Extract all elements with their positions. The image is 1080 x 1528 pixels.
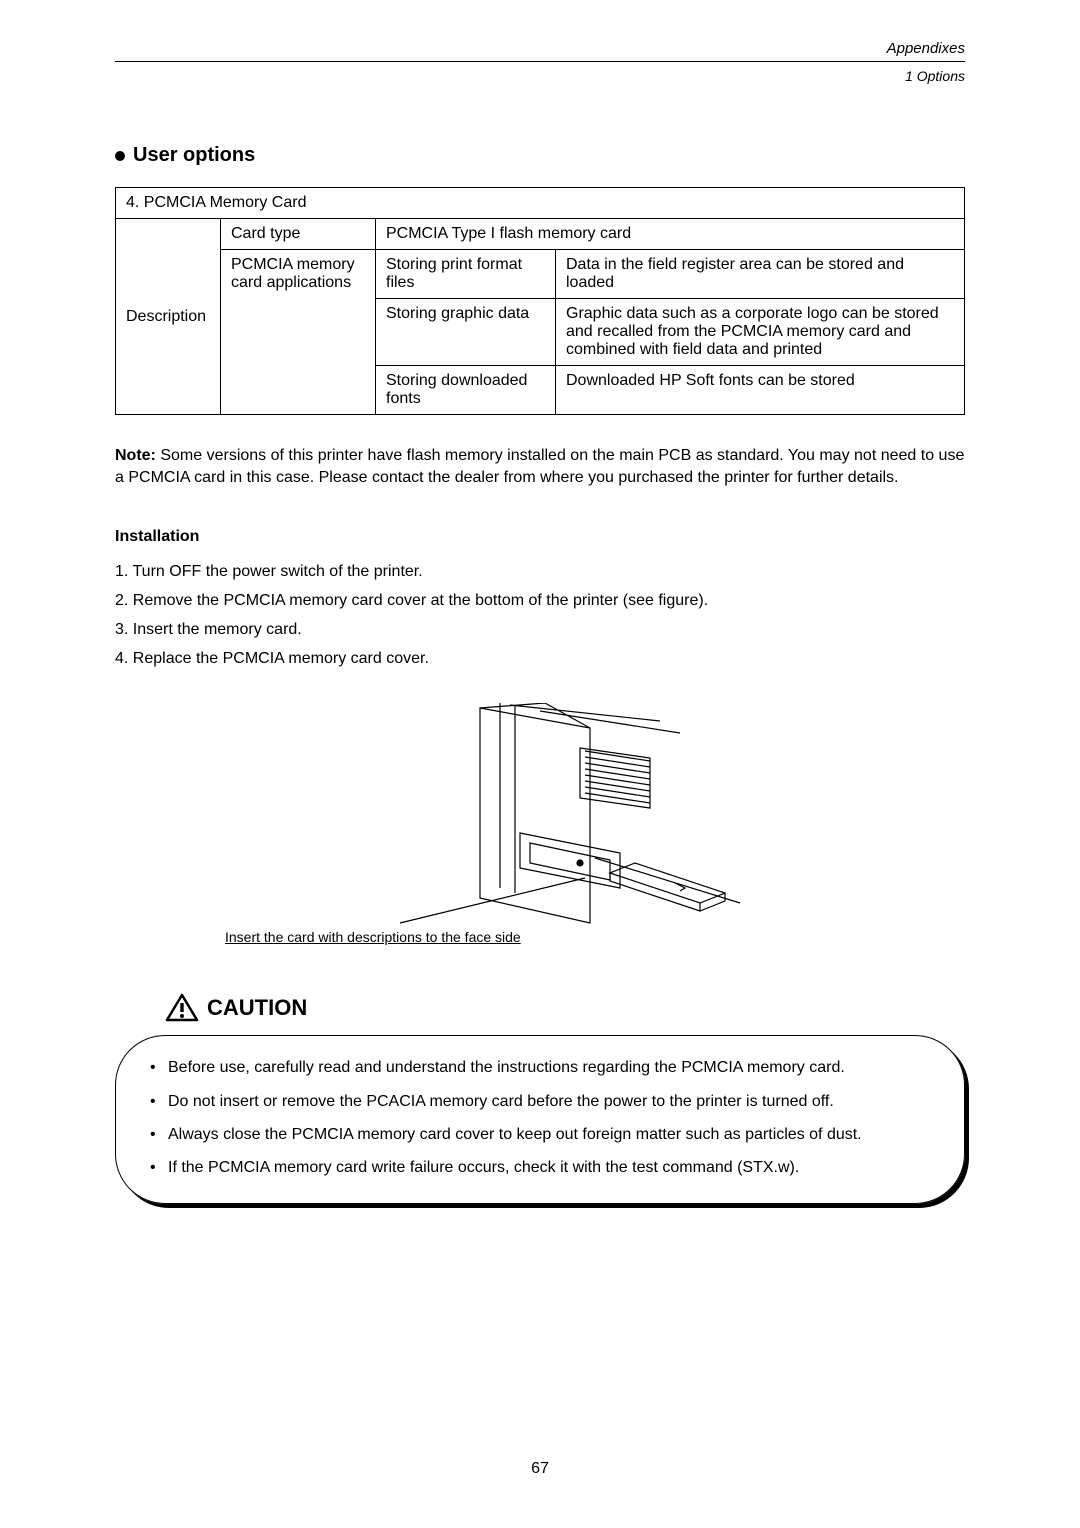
section-title-text: User options — [133, 144, 255, 166]
table-desc-label: Description — [116, 219, 221, 415]
caution-item-3: Always close the PCMCIA memory card cove… — [150, 1123, 936, 1146]
printer-diagram — [280, 703, 800, 953]
caution-item-2: Do not insert or remove the PCACIA memor… — [150, 1090, 936, 1113]
table-row-0-col1: Storing print format files — [376, 250, 556, 299]
table-title: 4. PCMCIA Memory Card — [116, 188, 965, 219]
header-section: 1 Options — [115, 68, 965, 84]
caution-header: CAUTION — [115, 993, 965, 1023]
installation-list: 1. Turn OFF the power switch of the prin… — [115, 558, 965, 673]
caution-label: CAUTION — [207, 995, 307, 1021]
page-number: 67 — [0, 1460, 1080, 1478]
table-row-0-col2: Data in the field register area can be s… — [556, 250, 965, 299]
note-label: Note: — [115, 447, 156, 464]
table-row-1-col2: Graphic data such as a corporate logo ca… — [556, 299, 965, 366]
caution-icon — [165, 993, 199, 1023]
install-step-4: 4. Replace the PCMCIA memory card cover. — [115, 645, 965, 674]
table-row-2-col1: Storing downloaded fonts — [376, 366, 556, 415]
apps-label: PCMCIA memory card applications — [221, 250, 376, 415]
table-row-2-col2: Downloaded HP Soft fonts can be stored — [556, 366, 965, 415]
figure-caption: Insert the card with descriptions to the… — [225, 929, 521, 945]
header-divider — [115, 61, 965, 62]
install-step-2: 2. Remove the PCMCIA memory card cover a… — [115, 587, 965, 616]
installation-heading: Installation — [115, 528, 965, 546]
caution-box: Before use, carefully read and understan… — [115, 1035, 965, 1204]
card-type-label: Card type — [221, 219, 376, 250]
figure-area: Insert the card with descriptions to the… — [115, 703, 965, 963]
note-text: Some versions of this printer have flash… — [115, 447, 964, 486]
section-title: User options — [115, 144, 965, 167]
install-step-3: 3. Insert the memory card. — [115, 616, 965, 645]
caution-list: Before use, carefully read and understan… — [150, 1056, 936, 1179]
table-row-1-col1: Storing graphic data — [376, 299, 556, 366]
bullet-icon — [115, 151, 125, 161]
caution-item-4: If the PCMCIA memory card write failure … — [150, 1156, 936, 1179]
note-block: Note: Some versions of this printer have… — [115, 445, 965, 488]
card-type-value: PCMCIA Type I flash memory card — [376, 219, 965, 250]
caution-item-1: Before use, carefully read and understan… — [150, 1056, 936, 1079]
install-step-1: 1. Turn OFF the power switch of the prin… — [115, 558, 965, 587]
pcmcia-table: 4. PCMCIA Memory Card Description Card t… — [115, 187, 965, 415]
header-chapter: Appendixes — [115, 40, 965, 57]
